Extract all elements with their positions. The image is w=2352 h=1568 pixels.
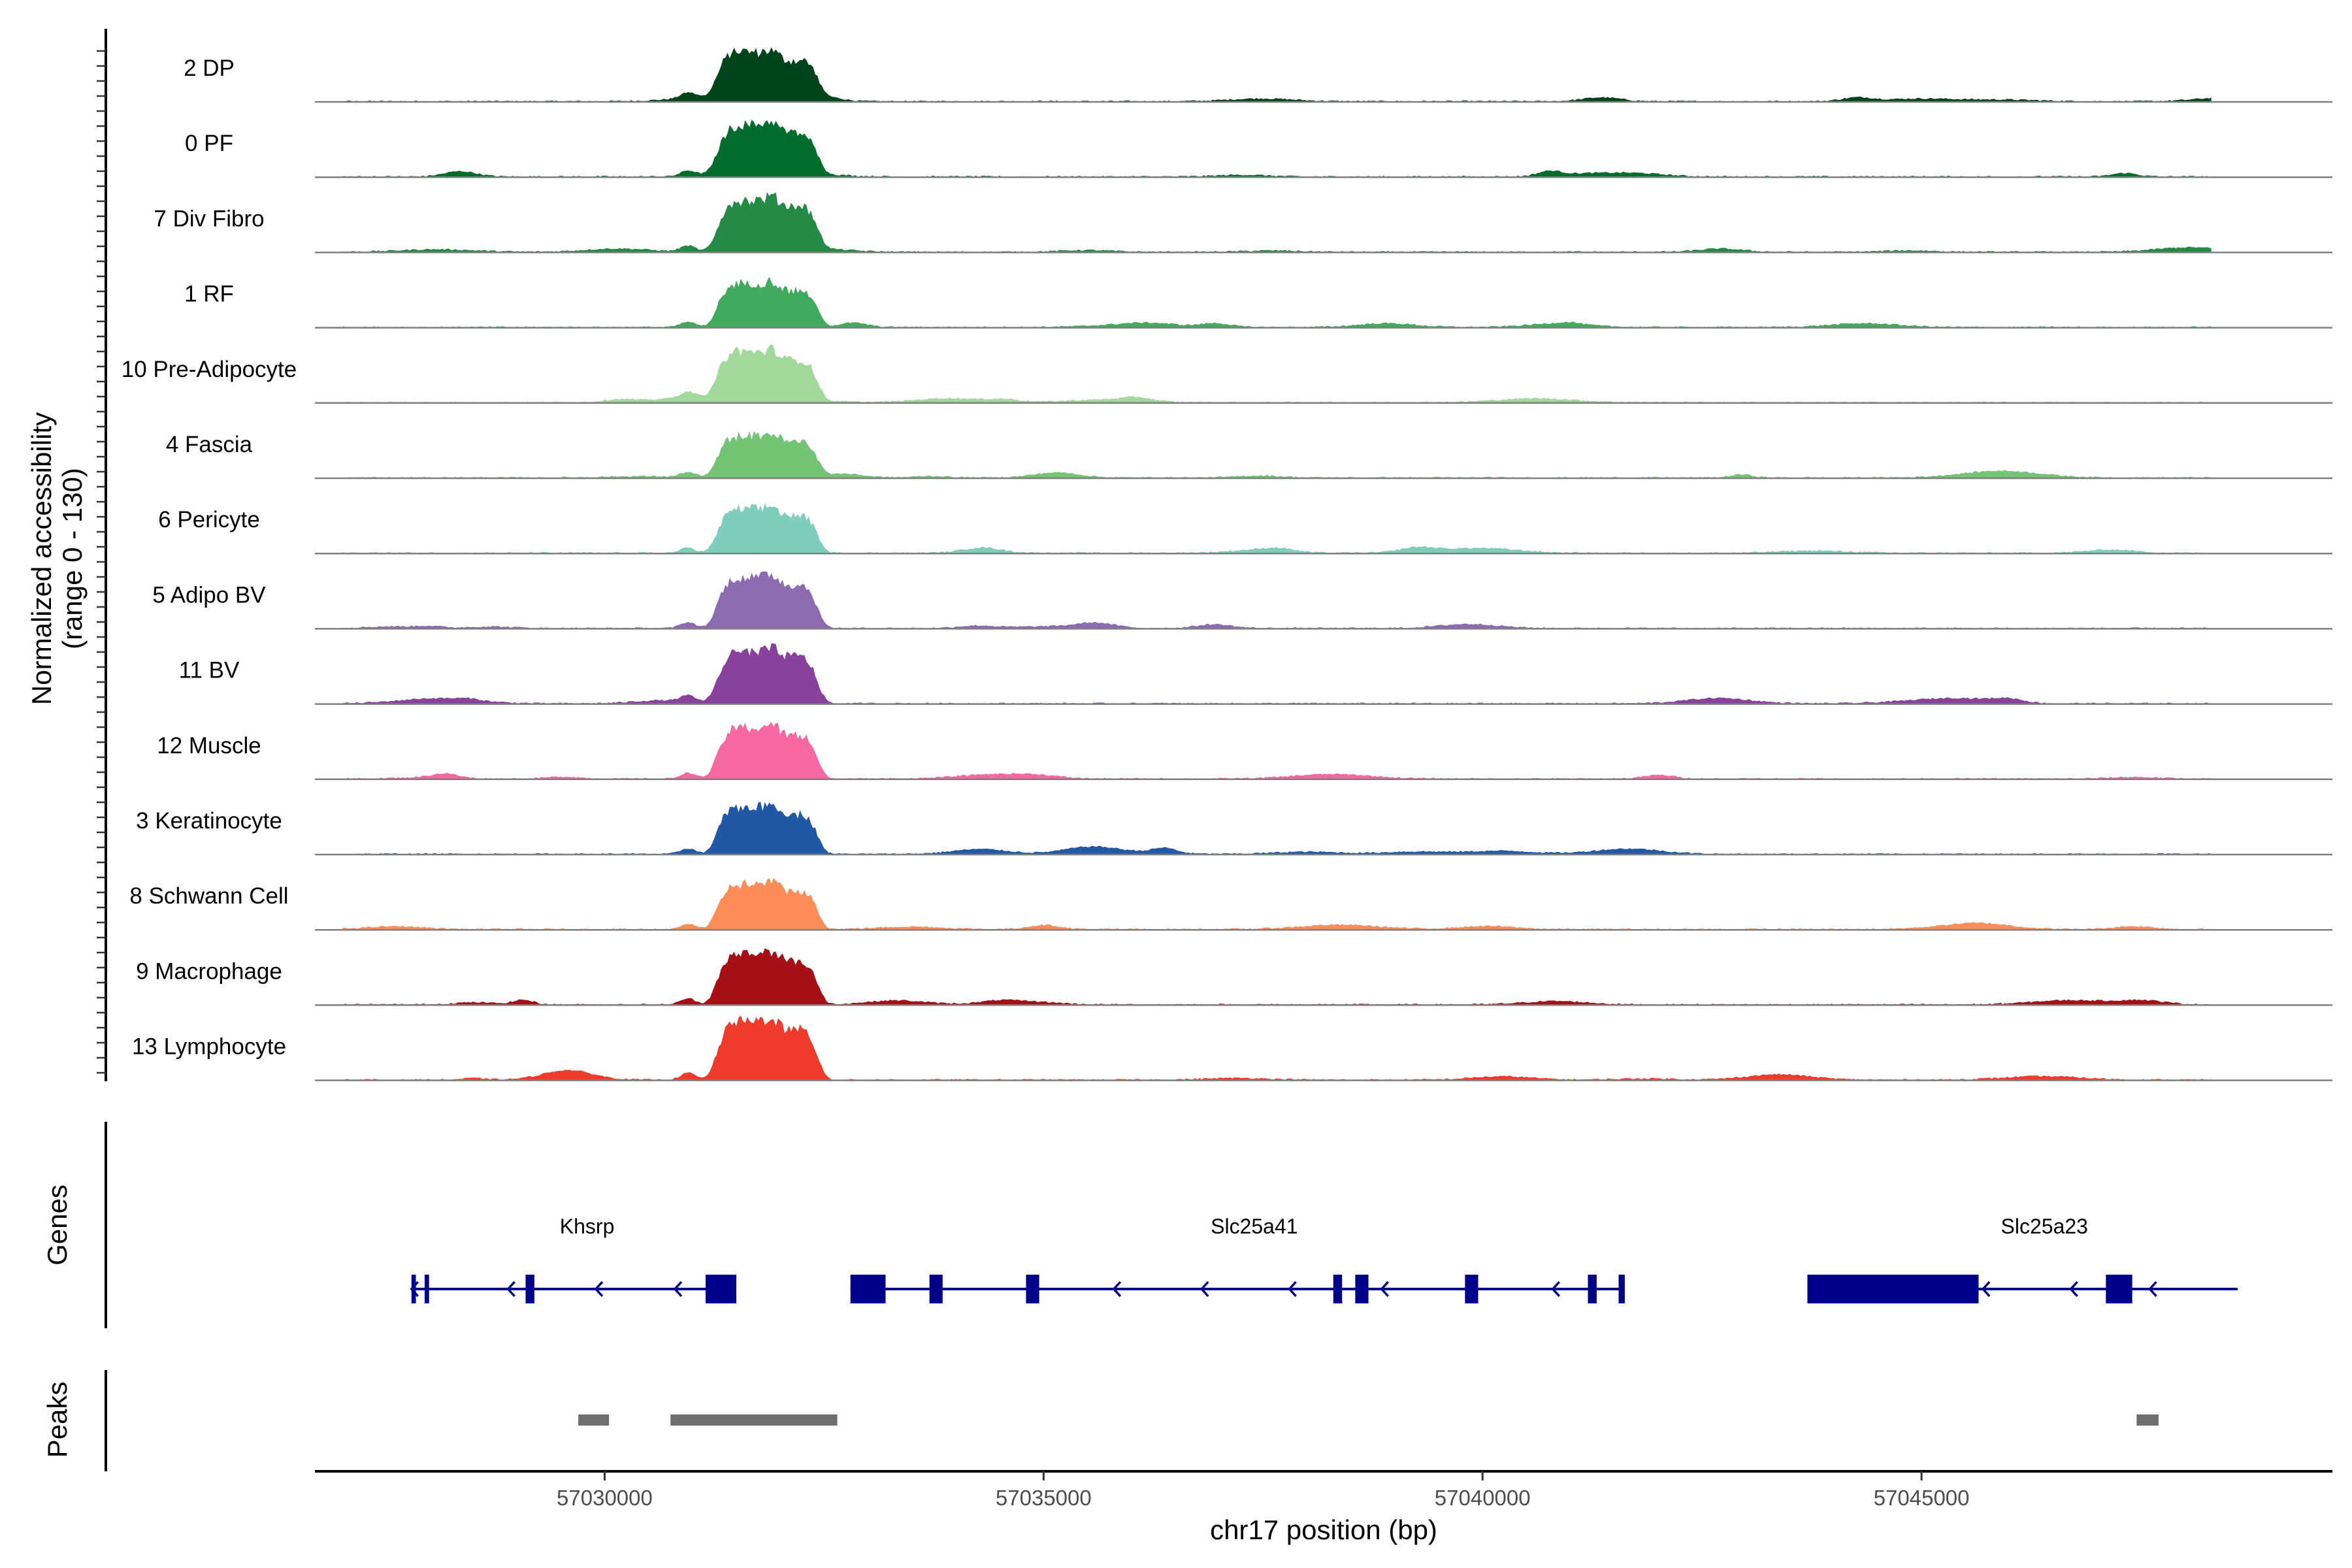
x-axis-ticks: 57030000 57035000 57040000 57045000: [557, 1471, 1970, 1510]
track-area-10: [315, 722, 2212, 779]
track-label-5: 10 Pre-Adipocyte: [122, 357, 297, 382]
peak-region-3: [2136, 1414, 2159, 1426]
track-8: 5 Adipo BV: [152, 571, 2332, 630]
strand-arrow: [1200, 1281, 1209, 1298]
track-area-9: [315, 643, 2212, 704]
strand-arrow: [1112, 1281, 1122, 1298]
strand-arrow: [1288, 1281, 1297, 1298]
gene-exon: [411, 1275, 416, 1303]
track-4: 1 RF: [184, 276, 2332, 329]
track-9: 11 BV: [179, 643, 2332, 705]
strand-arrow: [1551, 1281, 1561, 1298]
track-label-1: 2 DP: [184, 56, 235, 81]
track-5: 10 Pre-Adipocyte: [122, 344, 2332, 404]
gene-exon: [1807, 1275, 1979, 1303]
strand-arrow: [1380, 1281, 1389, 1298]
track-14: 13 Lymphocyte: [132, 1015, 2332, 1081]
track-10: 12 Muscle: [157, 722, 2332, 781]
gene-exon: [850, 1275, 886, 1303]
track-label-10: 12 Muscle: [157, 733, 261, 759]
track-area-2: [315, 120, 2212, 178]
strand-arrow: [2148, 1281, 2157, 1298]
track-3: 7 Div Fibro: [154, 192, 2332, 253]
track-label-11: 3 Keratinocyte: [136, 808, 282, 834]
gene-exon: [705, 1275, 737, 1303]
strand-arrow: [2069, 1281, 2078, 1298]
strand-arrow: [1981, 1281, 1991, 1298]
x-tick-label: 57045000: [1874, 1486, 1970, 1510]
accessibility-y-axis: [97, 29, 107, 1081]
track-label-14: 13 Lymphocyte: [132, 1034, 286, 1060]
track-label-12: 8 Schwann Cell: [129, 883, 288, 909]
gene-Slc25a41: Slc25a41: [850, 1215, 1625, 1303]
accessibility-tracks: 2 DP 0 PF 7 Div Fibro 1 RF 10 Pre-Adipocyte 4…: [122, 47, 2332, 1081]
track-label-7: 6 Pericyte: [158, 507, 260, 532]
x-axis-title: chr17 position (bp): [1210, 1514, 1437, 1545]
track-area-6: [315, 431, 2212, 478]
x-tick-label: 57040000: [1435, 1486, 1531, 1510]
track-label-2: 0 PF: [185, 131, 233, 156]
gene-Slc25a23: Slc25a23: [1807, 1215, 2238, 1303]
strand-arrow: [506, 1281, 515, 1298]
gene-exon: [2106, 1275, 2132, 1303]
track-area-3: [315, 192, 2212, 253]
gene-exon: [525, 1275, 534, 1303]
track-label-8: 5 Adipo BV: [152, 582, 266, 608]
track-label-6: 4 Fascia: [166, 432, 253, 457]
strand-arrow: [410, 1281, 419, 1298]
track-label-13: 9 Macrophage: [136, 958, 282, 984]
track-label-9: 11 BV: [179, 658, 240, 683]
peaks-axis-title: Peaks: [42, 1382, 73, 1458]
gene-Khsrp: Khsrp: [411, 1215, 737, 1303]
y-axis-title-line2: (range 0 - 130): [57, 468, 88, 649]
gene-label: Khsrp: [560, 1215, 615, 1238]
track-area-5: [315, 344, 2212, 403]
track-11: 3 Keratinocyte: [136, 802, 2332, 856]
peak-region-1: [578, 1414, 610, 1426]
track-7: 6 Pericyte: [158, 503, 2332, 555]
gene-exon: [1588, 1275, 1597, 1303]
track-13: 9 Macrophage: [136, 948, 2332, 1006]
track-area-13: [315, 948, 2212, 1005]
gene-exon: [1333, 1275, 1343, 1303]
gene-exon: [1465, 1275, 1478, 1303]
gene-annotation-track: Khsrp Slc25a41 Slc25a23: [410, 1215, 2238, 1303]
track-label-3: 7 Div Fibro: [154, 206, 264, 231]
peaks-track: [578, 1414, 2159, 1426]
track-area-4: [315, 276, 2212, 328]
track-area-14: [315, 1015, 2212, 1081]
gene-exon: [1026, 1275, 1039, 1303]
gene-exon: [424, 1275, 429, 1303]
x-tick-label: 57035000: [996, 1486, 1092, 1510]
y-axis-title-line1: Normalized accessibility: [26, 412, 57, 705]
gene-exon: [929, 1275, 943, 1303]
track-12: 8 Schwann Cell: [129, 877, 2332, 931]
track-area-12: [315, 877, 2212, 930]
x-tick-label: 57030000: [557, 1486, 653, 1510]
gene-exon: [1618, 1275, 1625, 1303]
track-label-4: 1 RF: [184, 282, 234, 307]
peak-region-2: [670, 1414, 838, 1426]
track-area-8: [315, 571, 2212, 629]
track-area-1: [315, 47, 2212, 102]
track-6: 4 Fascia: [166, 431, 2332, 480]
track-1: 2 DP: [184, 47, 2332, 103]
strand-arrow: [673, 1281, 683, 1298]
strand-arrow: [594, 1281, 604, 1298]
genes-axis-title: Genes: [42, 1184, 73, 1266]
track-area-7: [315, 503, 2212, 554]
gene-label: Slc25a41: [1211, 1215, 1298, 1238]
gene-exon: [1355, 1275, 1369, 1303]
track-2: 0 PF: [185, 120, 2332, 178]
track-area-11: [315, 802, 2212, 855]
gene-label: Slc25a23: [2001, 1215, 2088, 1238]
